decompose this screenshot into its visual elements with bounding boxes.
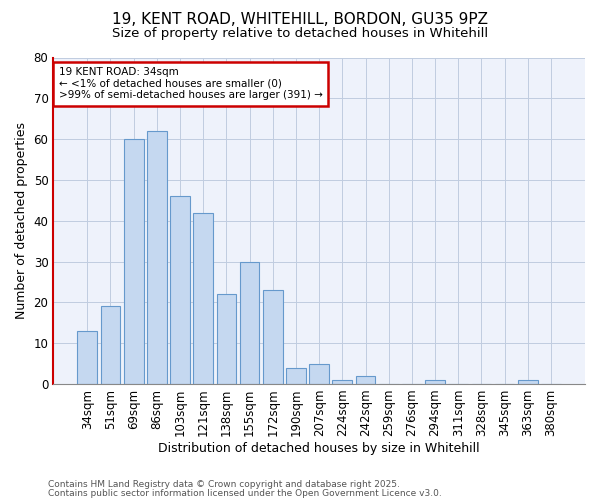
- Title: 19, KENT ROAD, WHITEHILL, BORDON, GU35 9PZ
Size of property relative to detached: 19, KENT ROAD, WHITEHILL, BORDON, GU35 9…: [0, 499, 1, 500]
- Bar: [124, 139, 143, 384]
- Bar: [147, 131, 167, 384]
- Bar: [356, 376, 376, 384]
- Text: 19 KENT ROAD: 34sqm
← <1% of detached houses are smaller (0)
>99% of semi-detach: 19 KENT ROAD: 34sqm ← <1% of detached ho…: [59, 68, 322, 100]
- Text: Size of property relative to detached houses in Whitehill: Size of property relative to detached ho…: [112, 28, 488, 40]
- Bar: [170, 196, 190, 384]
- Text: Contains public sector information licensed under the Open Government Licence v3: Contains public sector information licen…: [48, 490, 442, 498]
- Bar: [286, 368, 306, 384]
- Bar: [217, 294, 236, 384]
- Bar: [240, 262, 259, 384]
- Bar: [425, 380, 445, 384]
- Bar: [263, 290, 283, 384]
- Bar: [101, 306, 121, 384]
- Bar: [309, 364, 329, 384]
- Text: Contains HM Land Registry data © Crown copyright and database right 2025.: Contains HM Land Registry data © Crown c…: [48, 480, 400, 489]
- X-axis label: Distribution of detached houses by size in Whitehill: Distribution of detached houses by size …: [158, 442, 480, 455]
- Bar: [332, 380, 352, 384]
- Bar: [77, 331, 97, 384]
- Bar: [518, 380, 538, 384]
- Text: 19, KENT ROAD, WHITEHILL, BORDON, GU35 9PZ: 19, KENT ROAD, WHITEHILL, BORDON, GU35 9…: [112, 12, 488, 28]
- Y-axis label: Number of detached properties: Number of detached properties: [15, 122, 28, 319]
- Bar: [193, 212, 213, 384]
